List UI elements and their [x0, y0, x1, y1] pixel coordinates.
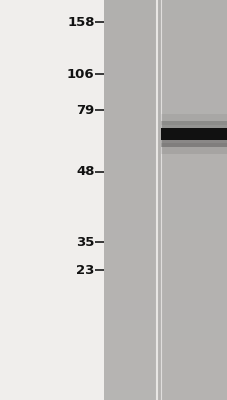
Bar	[103, 30, 157, 40]
Bar	[157, 140, 227, 150]
Bar	[157, 370, 227, 380]
Bar	[161, 120, 227, 132]
Bar	[103, 300, 157, 310]
Bar	[157, 100, 227, 110]
Bar	[103, 390, 157, 400]
Bar	[103, 310, 157, 320]
Bar	[161, 128, 227, 140]
Bar	[103, 0, 157, 10]
Bar	[103, 380, 157, 390]
Bar	[103, 60, 157, 70]
Bar	[157, 280, 227, 290]
Bar	[103, 130, 157, 140]
Bar	[103, 160, 157, 170]
Bar	[157, 260, 227, 270]
Bar	[157, 110, 227, 120]
Bar	[103, 210, 157, 220]
Bar	[157, 330, 227, 340]
Bar	[103, 340, 157, 350]
Bar	[157, 360, 227, 370]
Bar	[103, 100, 157, 110]
Bar	[161, 136, 227, 148]
Bar	[103, 280, 157, 290]
Bar	[103, 70, 157, 80]
Bar	[157, 380, 227, 390]
Bar	[157, 80, 227, 90]
Bar	[103, 50, 157, 60]
Bar	[103, 350, 157, 360]
Bar	[157, 350, 227, 360]
Bar	[157, 20, 227, 30]
Bar	[103, 220, 157, 230]
Bar	[157, 230, 227, 240]
Bar	[103, 190, 157, 200]
Bar	[157, 180, 227, 190]
Bar	[103, 40, 157, 50]
Bar	[103, 290, 157, 300]
Bar	[157, 390, 227, 400]
Bar	[157, 320, 227, 330]
Bar	[103, 240, 157, 250]
Bar	[157, 210, 227, 220]
Bar	[103, 170, 157, 180]
Bar	[0, 0, 103, 400]
Bar	[157, 190, 227, 200]
Bar	[157, 130, 227, 140]
Bar	[157, 70, 227, 80]
Bar	[103, 0, 157, 400]
Text: 106: 106	[67, 68, 94, 80]
Bar	[157, 40, 227, 50]
Bar	[157, 170, 227, 180]
Bar	[103, 360, 157, 370]
Bar	[157, 250, 227, 260]
Bar	[103, 330, 157, 340]
Bar	[157, 270, 227, 280]
Bar	[103, 180, 157, 190]
Bar	[103, 250, 157, 260]
Bar	[161, 114, 227, 125]
Bar	[103, 270, 157, 280]
Bar	[157, 0, 227, 10]
Bar	[157, 150, 227, 160]
Bar	[157, 30, 227, 40]
Text: 23: 23	[76, 264, 94, 276]
Bar	[103, 320, 157, 330]
Bar	[157, 60, 227, 70]
Bar	[103, 110, 157, 120]
Bar	[157, 240, 227, 250]
Bar	[103, 230, 157, 240]
Bar	[103, 80, 157, 90]
Bar	[161, 143, 227, 154]
Bar	[103, 150, 157, 160]
Text: 35: 35	[76, 236, 94, 248]
Bar	[103, 120, 157, 130]
Bar	[103, 20, 157, 30]
Bar	[157, 300, 227, 310]
Bar	[157, 200, 227, 210]
Bar	[157, 90, 227, 100]
Bar	[157, 160, 227, 170]
Bar	[103, 10, 157, 20]
Bar	[157, 340, 227, 350]
Text: 48: 48	[76, 166, 94, 178]
Bar	[103, 90, 157, 100]
Bar	[157, 50, 227, 60]
Bar	[157, 0, 227, 400]
Bar	[103, 260, 157, 270]
Bar	[157, 120, 227, 130]
Bar	[157, 310, 227, 320]
Text: 79: 79	[76, 104, 94, 116]
Bar	[157, 10, 227, 20]
Bar	[103, 140, 157, 150]
Bar	[157, 290, 227, 300]
Bar	[103, 200, 157, 210]
Bar	[157, 220, 227, 230]
Bar	[103, 370, 157, 380]
Text: 158: 158	[67, 16, 94, 28]
